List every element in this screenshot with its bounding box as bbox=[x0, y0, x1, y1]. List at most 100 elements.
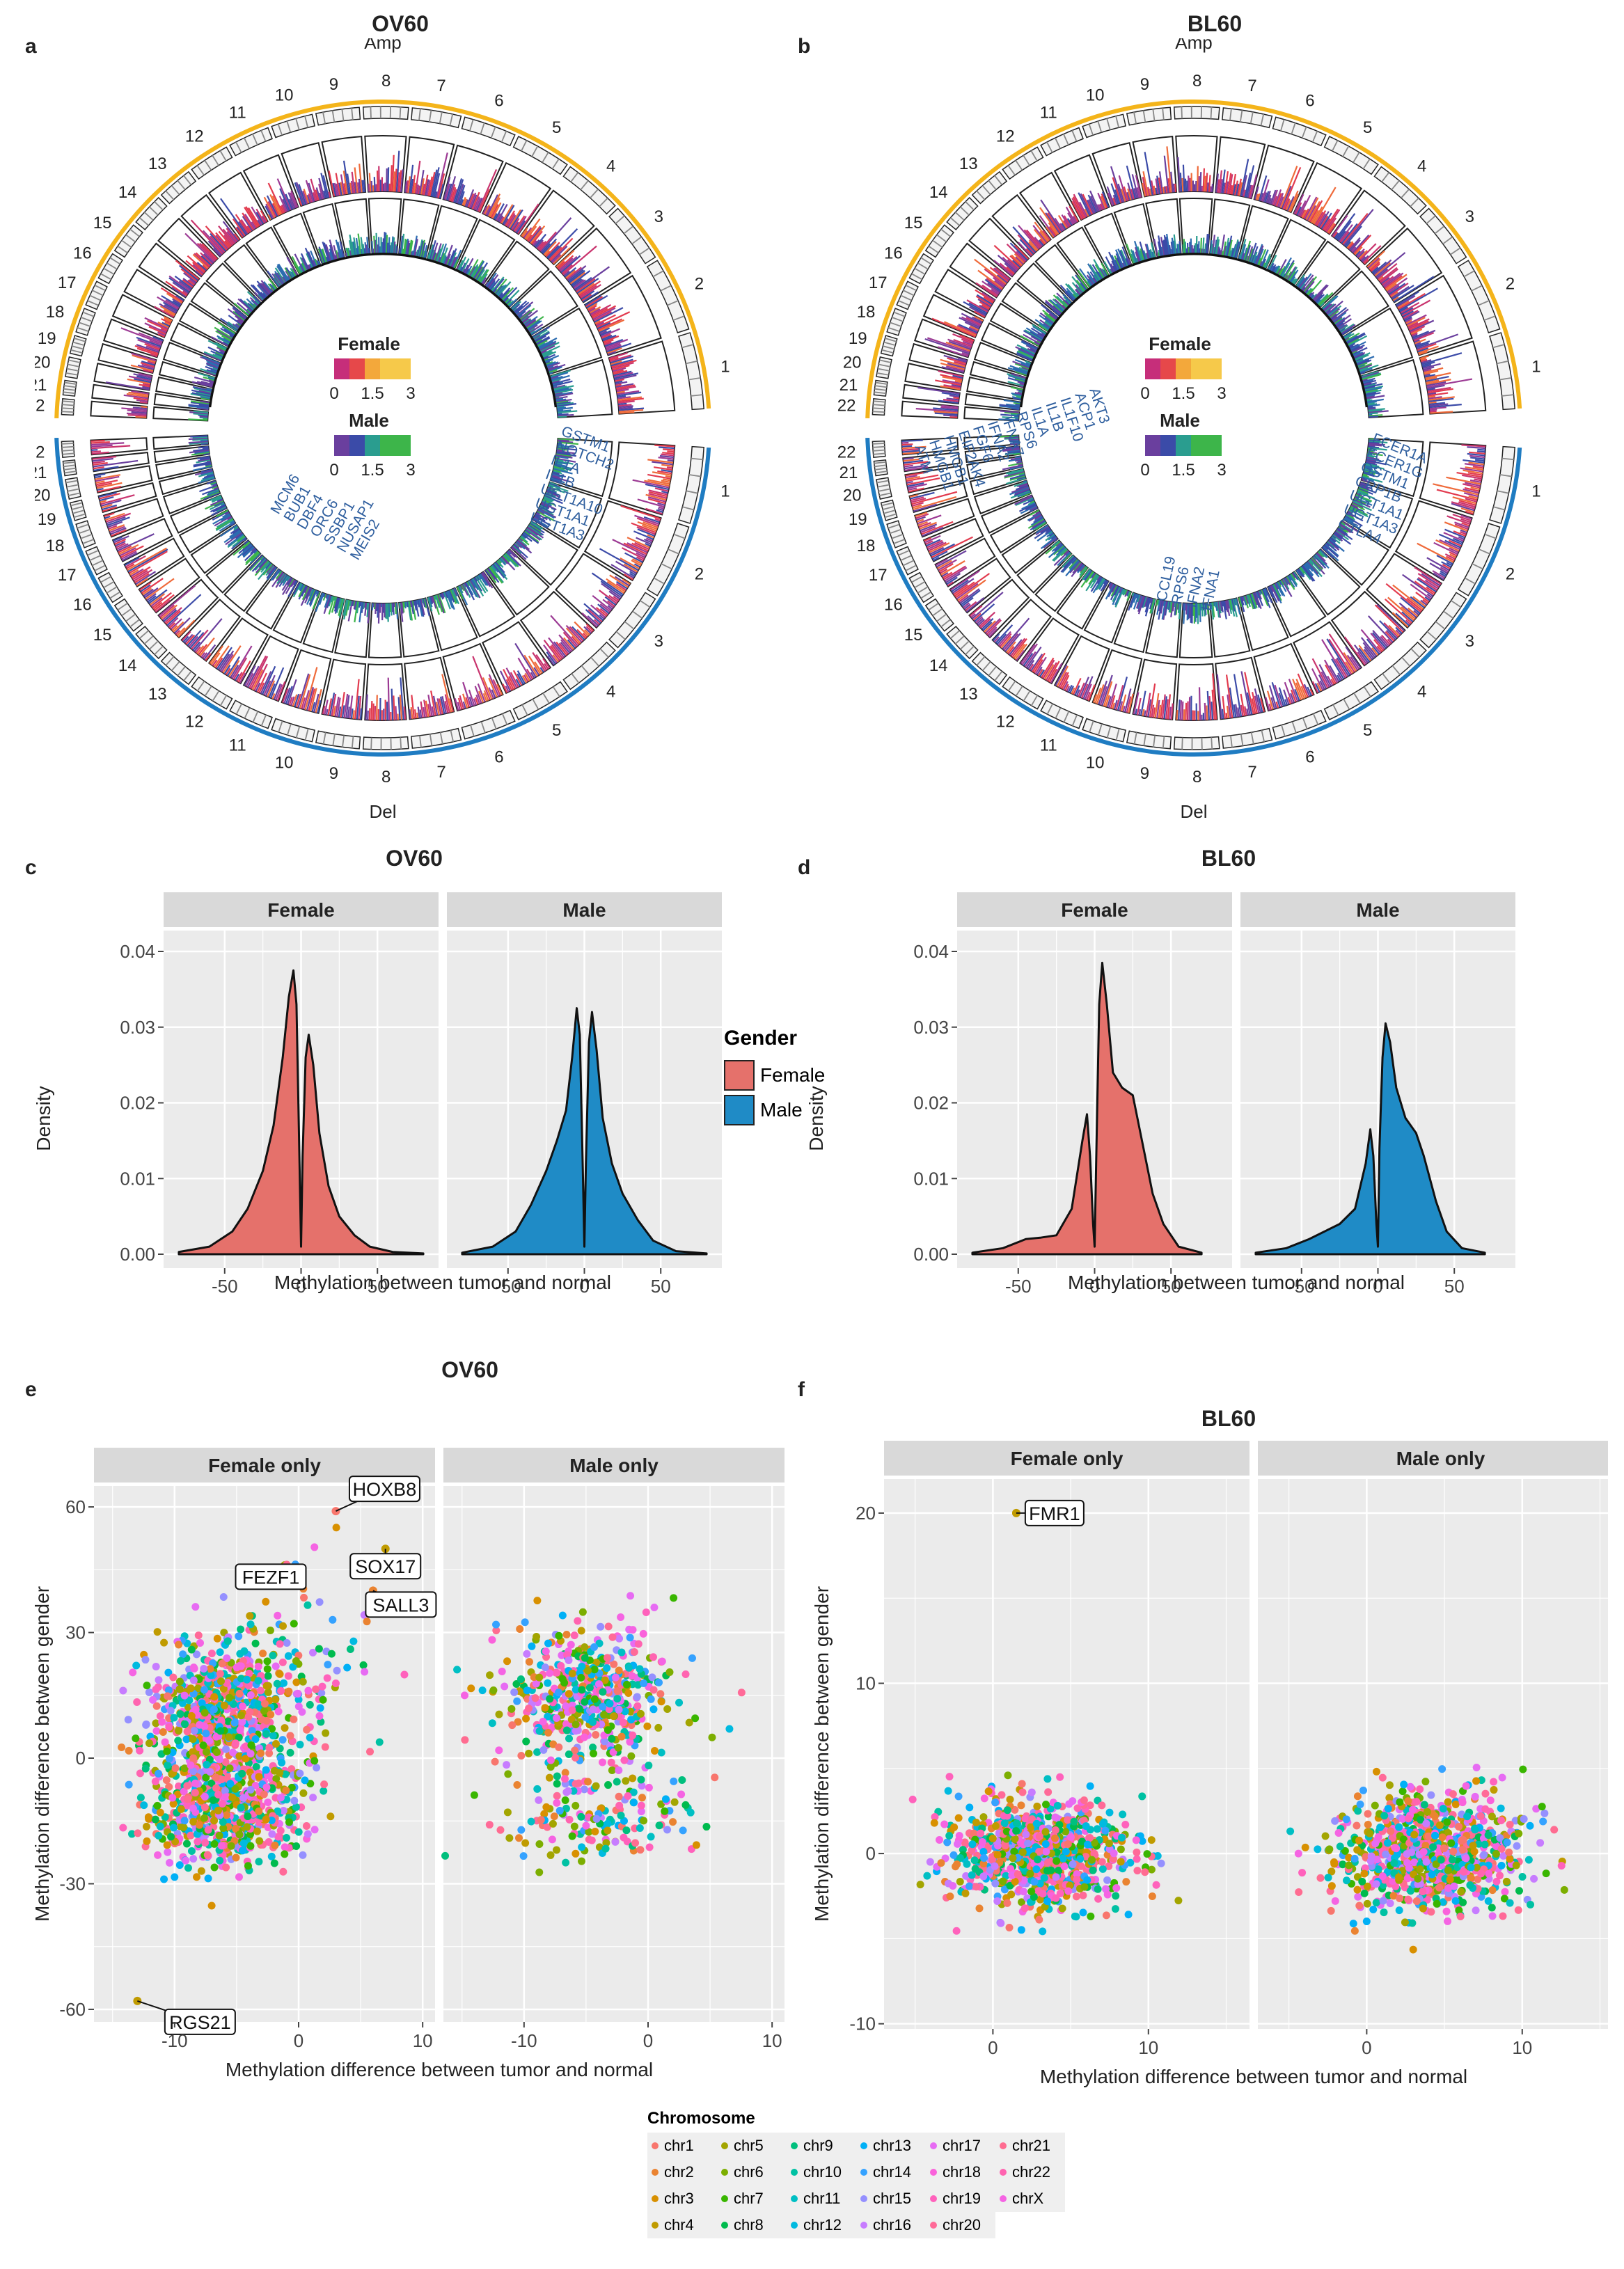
cnv-bar bbox=[1426, 586, 1436, 594]
cnv-bar bbox=[979, 618, 991, 629]
cnv-bar bbox=[977, 298, 991, 308]
cnv-bar bbox=[1341, 327, 1353, 335]
cnv-bar bbox=[657, 470, 672, 475]
cnv-bar bbox=[1426, 379, 1451, 385]
cnv-bar bbox=[1106, 696, 1112, 708]
cnv-bar bbox=[1149, 598, 1153, 603]
cnv-bar bbox=[1319, 680, 1325, 690]
scatter-point bbox=[170, 1714, 178, 1722]
cnv-bar bbox=[1044, 321, 1052, 327]
cnv-bar bbox=[510, 209, 523, 230]
gender-legend-swatch bbox=[724, 1095, 755, 1125]
cnv-bar bbox=[1318, 550, 1327, 559]
cnv-bar bbox=[1060, 548, 1069, 557]
cnv-bar bbox=[349, 695, 354, 719]
cnv-bar bbox=[619, 411, 635, 414]
cnv-bar bbox=[1429, 404, 1462, 409]
cnv-bar bbox=[633, 563, 641, 568]
cnv-bar bbox=[249, 553, 261, 564]
ideogram-band bbox=[439, 732, 443, 745]
cnv-bar bbox=[510, 546, 515, 551]
cnv-bar bbox=[1010, 413, 1019, 416]
cnv-bar bbox=[1358, 364, 1366, 368]
cnv-bar bbox=[631, 542, 649, 552]
cnv-bar bbox=[282, 578, 294, 595]
cnv-bar bbox=[410, 601, 414, 615]
cnv-bar bbox=[1170, 171, 1174, 193]
cnv-bar bbox=[1254, 592, 1262, 610]
cnv-bar bbox=[1333, 316, 1343, 324]
cnv-bar bbox=[1077, 564, 1085, 574]
cnv-bar bbox=[1244, 706, 1247, 716]
cnv-bar bbox=[1424, 367, 1444, 374]
cnv-bar bbox=[1079, 566, 1087, 576]
cnv-bar bbox=[1286, 576, 1295, 590]
cnv-bar bbox=[159, 303, 177, 314]
cnv-bar bbox=[428, 596, 433, 608]
cnv-bar bbox=[1011, 485, 1029, 493]
cnv-bar bbox=[1301, 209, 1307, 219]
cnv-bar bbox=[1043, 313, 1055, 322]
cnv-bar bbox=[1183, 709, 1185, 720]
cnv-bar bbox=[1267, 194, 1272, 204]
cnv-bar bbox=[441, 696, 447, 714]
cnv-bar bbox=[581, 294, 592, 301]
cnv-bar bbox=[1002, 617, 1030, 650]
cnv-bar bbox=[533, 516, 539, 521]
chromosome-number-label: 14 bbox=[929, 183, 948, 202]
cnv-bar bbox=[243, 537, 247, 541]
cnv-bar bbox=[1012, 260, 1021, 268]
cnv-bar bbox=[1251, 698, 1256, 714]
chromosome-number-label: 10 bbox=[275, 753, 294, 772]
cnv-bar bbox=[165, 280, 187, 297]
cnv-bar bbox=[1430, 411, 1453, 414]
cnv-bar bbox=[554, 461, 562, 466]
ideogram-band bbox=[125, 613, 136, 622]
cnv-bar bbox=[1057, 672, 1068, 688]
cnv-bar bbox=[1371, 267, 1379, 274]
cnv-bar bbox=[157, 322, 169, 329]
cnv-bar bbox=[161, 322, 170, 327]
cnv-bar bbox=[513, 215, 526, 232]
cnv-bar bbox=[970, 612, 976, 618]
cnv-bar bbox=[587, 303, 598, 310]
cnv-bar bbox=[555, 457, 560, 459]
ideogram-band bbox=[874, 391, 886, 395]
cnv-bar bbox=[528, 523, 542, 532]
cnv-bar bbox=[520, 536, 528, 543]
cnv-bar bbox=[1368, 445, 1375, 448]
cnv-bar bbox=[1062, 557, 1077, 574]
cnv-bar bbox=[362, 602, 365, 609]
cnv-bar bbox=[1032, 324, 1047, 335]
cnv-bar bbox=[175, 260, 200, 280]
cnv-bar bbox=[493, 563, 508, 580]
cnv-bar bbox=[961, 338, 973, 345]
cnv-bar bbox=[460, 199, 464, 205]
chromosome-ideogram bbox=[562, 641, 616, 690]
cnv-bar bbox=[1225, 242, 1230, 256]
cnv-bar bbox=[1032, 325, 1046, 335]
cnv-bar bbox=[549, 482, 561, 489]
cnv-bar bbox=[182, 635, 189, 642]
cnv-bar bbox=[1170, 242, 1174, 254]
cnv-bar bbox=[464, 258, 474, 274]
cnv-bar bbox=[281, 576, 292, 592]
scatter-point bbox=[229, 1748, 237, 1757]
chromosome-ideogram bbox=[461, 116, 516, 147]
cnv-bar bbox=[102, 504, 118, 511]
cnv-bar bbox=[611, 362, 634, 370]
cnv-bar bbox=[986, 278, 1002, 291]
cnv-bar bbox=[507, 300, 514, 306]
cnv-bar bbox=[604, 596, 617, 606]
cnv-bar bbox=[911, 491, 958, 505]
cnv-bar bbox=[462, 584, 468, 596]
cnv-bar bbox=[205, 359, 220, 367]
cnv-bar bbox=[1380, 635, 1389, 647]
cnv-bar bbox=[948, 340, 971, 350]
cnv-bar bbox=[437, 173, 446, 198]
cnv-bar bbox=[1080, 571, 1094, 588]
cnv-bar bbox=[328, 595, 333, 607]
cnv-bar bbox=[1310, 294, 1314, 298]
cnv-bar bbox=[1246, 708, 1249, 716]
ideogram-band bbox=[171, 185, 180, 196]
